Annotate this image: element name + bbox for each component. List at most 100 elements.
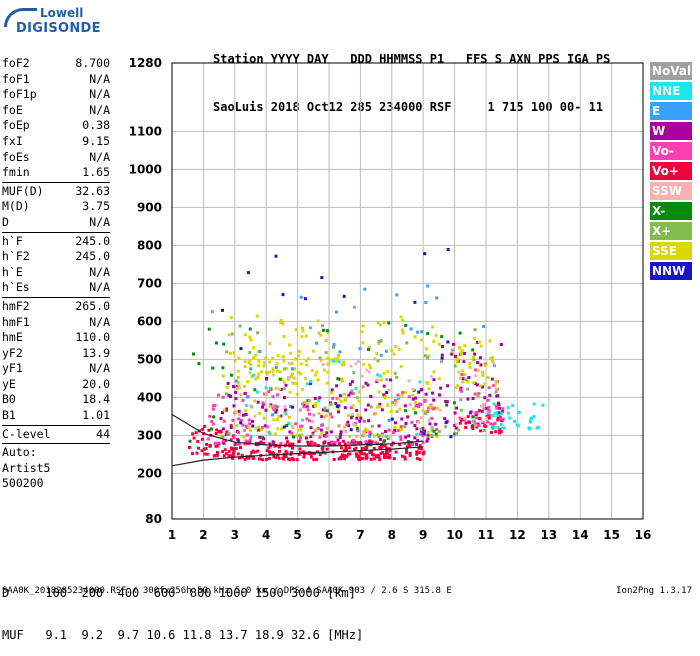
param-value: N/A [89,361,110,376]
scatter-point [336,438,340,442]
scatter-point [312,413,316,417]
scatter-point [362,362,366,366]
scatter-point [267,456,271,460]
scatter-point [478,340,481,344]
scatter-point [403,457,407,461]
scatter-point [336,406,340,410]
scatter-point [337,360,341,364]
scatter-point [463,373,467,377]
scatter-point [236,437,240,441]
scatter-point [232,436,236,439]
scatter-point [381,435,385,439]
scatter-point [350,380,354,384]
param-name: foEs [2,149,30,164]
scatter-point [351,404,355,408]
scatter-point [408,403,412,406]
scatter-point [281,355,285,359]
scatter-point [337,353,341,357]
scatter-point [320,415,324,419]
scatter-point [314,404,317,408]
scatter-point [458,416,462,420]
param-value: 245.0 [75,233,110,248]
scatter-point [247,425,251,429]
scatter-point [413,300,417,304]
scatter-point [423,429,427,433]
scatter-point [403,404,407,408]
scatter-point [506,406,510,410]
scatter-point [318,453,322,457]
scatter-point [399,425,403,429]
scatter-point [464,378,468,382]
scatter-point [366,383,370,387]
y-tick-label: 1100 [129,124,162,138]
scatter-point [464,425,468,429]
scatter-point [358,450,362,454]
scatter-point [309,326,312,330]
scatter-point [300,387,304,391]
scatter-point [488,414,492,417]
scatter-point [356,441,360,445]
x-tick-label: 3 [231,528,239,542]
scatter-point [492,402,496,406]
y-tick-label: 80 [145,512,162,526]
scatter-point [295,392,299,396]
scatter-point [403,442,407,445]
scatter-point [474,368,477,372]
param-value: N/A [89,71,110,86]
scatter-point [453,432,457,436]
param-name: h`F2 [2,249,30,264]
scatter-point [382,321,386,325]
scatter-point [455,431,458,435]
scatter-point [232,404,236,408]
scatter-point [217,393,220,397]
scatter-point [224,452,228,456]
y-tick-label: 1000 [129,162,162,176]
scatter-point [225,430,229,434]
scatter-point [207,327,211,331]
scatter-point [200,437,204,441]
scatter-point [221,450,225,453]
scatter-point [364,381,368,385]
scatter-point [382,440,386,444]
scatter-point [311,433,315,437]
scatter-point [376,453,380,457]
scatter-point [435,406,439,410]
scatter-point [493,421,497,425]
scatter-point [398,407,402,411]
scatter-point [258,435,262,439]
param-row: hmF1 N/A [2,315,110,331]
scatter-point [480,409,484,413]
scatter-point [368,434,371,438]
scatter-point [474,374,478,378]
muf-distance-row: D 100 200 400 600 800 1000 1500 3000 [km… [2,586,357,600]
scatter-point [315,370,319,374]
param-name: hmF1 [2,314,30,329]
scatter-point [361,385,365,389]
scatter-point [487,408,491,412]
scatter-point [277,456,281,460]
scatter-point [440,356,444,360]
scatter-point [192,436,196,440]
x-tick-label: 5 [293,528,301,542]
scatter-point [254,377,258,381]
scatter-point [298,447,302,451]
param-row: Auto: [2,445,110,461]
scatter-point [261,436,265,440]
scatter-point [305,382,309,386]
scatter-point [474,411,478,415]
scatter-point [493,364,496,368]
scatter-point [434,422,438,426]
scatter-point [280,377,284,381]
scatter-point [257,359,261,363]
scatter-point [408,454,412,457]
scatter-point [246,271,250,275]
scatter-point [231,434,235,438]
y-tick-label: 200 [137,466,162,480]
scatter-point [237,431,240,434]
scatter-point [375,454,379,458]
scatter-point [378,323,382,327]
scatter-point [399,428,403,432]
scatter-point [312,404,316,408]
scatter-point [377,424,381,428]
scatter-point [352,438,356,442]
